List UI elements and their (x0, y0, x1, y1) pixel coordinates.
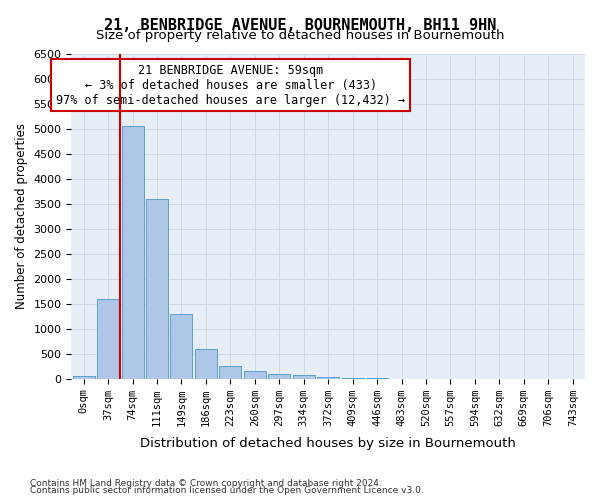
Bar (122, 126, 143, 378)
Bar (268, 374, 290, 378)
Text: Contains public sector information licensed under the Open Government Licence v3: Contains public sector information licen… (30, 486, 424, 495)
Bar (73, 376, 95, 378)
X-axis label: Distribution of detached houses by size in Bournemouth: Distribution of detached houses by size … (140, 437, 516, 450)
Bar (170, 314, 193, 378)
Text: 21 BENBRIDGE AVENUE: 59sqm
← 3% of detached houses are smaller (433)
97% of semi: 21 BENBRIDGE AVENUE: 59sqm ← 3% of detac… (56, 64, 405, 106)
Bar (293, 376, 315, 378)
Bar (97, 298, 119, 378)
Text: Size of property relative to detached houses in Bournemouth: Size of property relative to detached ho… (96, 29, 504, 42)
Y-axis label: Number of detached properties: Number of detached properties (15, 124, 28, 310)
Bar (220, 366, 241, 378)
Bar (244, 371, 266, 378)
Bar (317, 377, 339, 378)
Bar (195, 348, 217, 378)
Bar (146, 199, 168, 378)
Text: 21, BENBRIDGE AVENUE, BOURNEMOUTH, BH11 9HN: 21, BENBRIDGE AVENUE, BOURNEMOUTH, BH11 … (104, 18, 496, 32)
Text: Contains HM Land Registry data © Crown copyright and database right 2024.: Contains HM Land Registry data © Crown c… (30, 478, 382, 488)
